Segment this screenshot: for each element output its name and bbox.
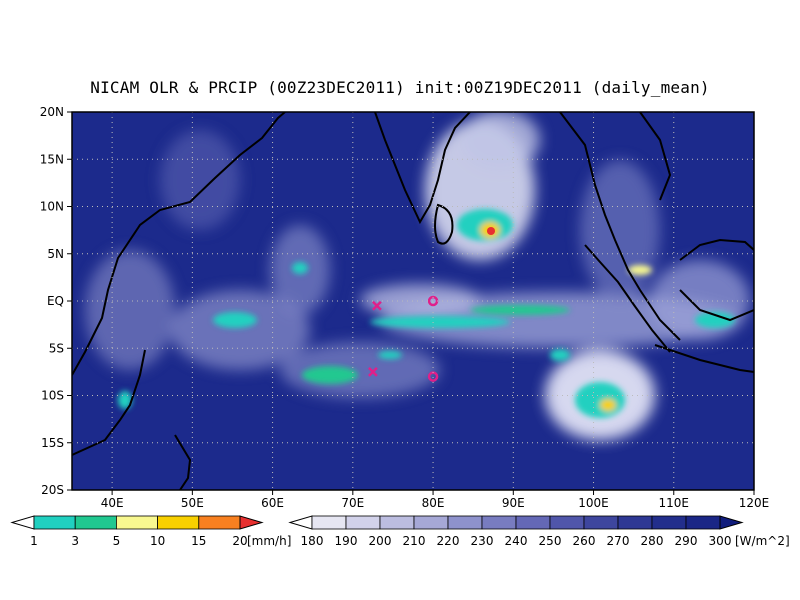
colorbar-swatch [379,515,415,530]
coastlines [72,112,754,490]
x-marker [372,300,382,311]
colorbar-swatch [583,515,619,530]
lat-tick-label: 20N [40,105,64,119]
lon-tick-label: 110E [659,496,690,510]
colorbar-label: 180 [301,534,324,548]
precip-max-mark [487,227,495,235]
lat-tick-label: 10S [41,389,64,403]
colorbar-swatch [515,515,551,530]
lat-tick-label: 15N [40,152,64,166]
lat-tick-label: 10N [40,200,64,214]
lat-tick-label: 15S [41,436,64,450]
storm-markers [367,295,439,382]
lat-tick-label: EQ [47,294,64,308]
olr-cloud-field [85,112,750,440]
lat-tick-label: 5S [49,341,64,355]
colorbar-label: 3 [71,534,79,548]
lon-tick-label: 120E [739,496,770,510]
lon-tick-label: 90E [502,496,525,510]
colorbar-label: 250 [539,534,562,548]
colorbar-label: 200 [369,534,392,548]
colorbar-swatch [685,515,721,530]
colorbar-unit: [W/m^2] [735,534,790,548]
colorbar-swatch [447,515,483,530]
colorbar-swatch [116,515,159,530]
colorbar-swatch [481,515,517,530]
colorbar-label: 290 [675,534,698,548]
colorbar-label: 270 [607,534,630,548]
colorbar-label: 15 [191,534,206,548]
colorbar-left-arrow [288,515,313,530]
colorbar-label: 210 [403,534,426,548]
lon-tick-label: 100E [578,496,609,510]
colorbar-label: 5 [113,534,121,548]
colorbar-swatch [617,515,653,530]
colorbar-swatch [651,515,687,530]
colorbar-swatch [549,515,585,530]
colorbar-label: 240 [505,534,528,548]
colorbar-label: 300 [709,534,732,548]
colorbar-label: 280 [641,534,664,548]
lon-axis-labels: 40E 50E 60E 70E 80E 90E 100E 110E 120E [101,490,770,510]
figure-title: NICAM OLR & PRCIP (00Z23DEC2011) init:00… [90,78,710,97]
lon-tick-label: 60E [261,496,284,510]
colorbar-unit: [mm/h] [247,534,291,548]
lon-tick-label: 50E [181,496,204,510]
lon-tick-label: 70E [341,496,364,510]
colorbar-label: 1 [30,534,38,548]
colorbar-swatch [413,515,449,530]
colorbar-label: 190 [335,534,358,548]
colorbar-swatch [74,515,117,530]
precip-colorbar: 1 3 5 10 15 20 [mm/h] [10,515,291,548]
colorbar-label: 20 [232,534,247,548]
lon-tick-label: 40E [101,496,124,510]
x-marker [367,366,378,377]
colorbar-left-arrow [10,515,35,530]
precip-field [118,209,735,418]
map-gridlines [72,112,754,490]
colorbar-label: 220 [437,534,460,548]
colorbar-label: 260 [573,534,596,548]
lat-tick-label: 20S [41,483,64,497]
map-plot-area [72,112,754,490]
olr-colorbar: 180 190 200 210 220 230 240 250 260 270 280 290 300[… [288,515,790,548]
colorbar-swatch [33,515,76,530]
colorbar-label: 10 [150,534,165,548]
lon-tick-label: 80E [422,496,445,510]
colorbar-swatch [157,515,200,530]
colorbar-swatch [345,515,381,530]
lat-axis-labels: 20N 15N 10N 5N EQ 5S 10S 15S 20S [40,105,72,497]
colorbar-label: 230 [471,534,494,548]
colorbar-swatch [198,515,241,530]
colorbar-right-arrow [239,515,264,530]
colorbar-right-arrow [719,515,744,530]
lat-tick-label: 5N [47,247,64,261]
colorbar-swatch [311,515,347,530]
